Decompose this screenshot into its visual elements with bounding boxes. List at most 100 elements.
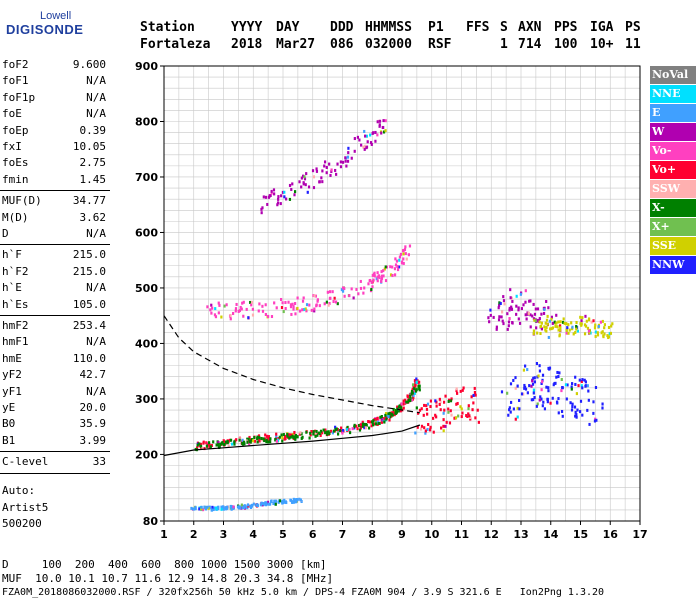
echo-point (401, 408, 404, 412)
echo-point (399, 409, 402, 413)
echo-point (258, 438, 261, 442)
param-name: h`F2 (2, 264, 29, 278)
echo-point (286, 432, 289, 436)
echo-point (318, 431, 322, 435)
echo-point (213, 506, 216, 510)
echo-point (241, 506, 245, 510)
echo-point (296, 498, 299, 502)
echo-point (533, 312, 537, 316)
echo-point (380, 131, 383, 135)
echo-point (532, 398, 535, 402)
echo-point (286, 432, 289, 436)
echo-point (400, 402, 403, 406)
echo-point (318, 180, 321, 184)
echo-point (295, 499, 298, 503)
echo-point (211, 505, 214, 509)
echo-point (530, 384, 533, 388)
echo-point (275, 435, 278, 439)
echo-point (232, 506, 235, 510)
echo-point (229, 317, 232, 321)
echo-point (529, 313, 532, 317)
echo-point (350, 156, 353, 160)
echo-point (369, 141, 373, 145)
echo-point (407, 400, 410, 404)
echo-point (411, 391, 414, 395)
param-value: N/A (86, 90, 106, 104)
echo-point (577, 384, 580, 388)
echo-point (345, 164, 348, 168)
echo-point (557, 328, 560, 332)
echo-point (207, 441, 211, 445)
echo-point (328, 431, 331, 435)
echo-point (275, 306, 278, 310)
echo-point (469, 417, 472, 421)
echo-point (526, 311, 529, 315)
echo-point (528, 299, 531, 303)
echo-point (229, 505, 232, 509)
echo-point (371, 285, 374, 289)
hdr-iga: IGA (590, 20, 614, 35)
echo-point (375, 422, 379, 426)
echo-point (238, 505, 241, 509)
echo-point (199, 506, 202, 510)
echo-point (225, 440, 228, 444)
echo-point (222, 442, 226, 446)
param-name: B1 (2, 433, 16, 447)
echo-point (264, 312, 267, 316)
echo-point (610, 324, 613, 328)
echo-point (408, 397, 412, 401)
echo-point (289, 433, 292, 437)
echo-point (201, 508, 205, 512)
echo-point (331, 290, 334, 294)
echo-point (265, 502, 268, 506)
echo-point (454, 416, 457, 420)
echo-point (286, 435, 290, 439)
echo-point (359, 424, 362, 428)
echo-point (290, 312, 293, 316)
x-tick-label: 2 (190, 528, 198, 541)
echo-point (267, 440, 270, 444)
echo-point (461, 388, 464, 392)
echo-point (524, 289, 527, 293)
val-ps: 11 (625, 37, 641, 52)
echo-point (385, 417, 388, 421)
echo-point (562, 317, 565, 321)
echo-point (293, 498, 296, 502)
echo-point (387, 413, 390, 417)
echo-point (205, 505, 208, 509)
echo-point (371, 423, 375, 427)
echo-point (442, 400, 446, 404)
echo-point (402, 249, 405, 253)
echo-point (402, 399, 405, 403)
echo-point (581, 413, 584, 417)
echo-point (443, 408, 446, 412)
echo-point (396, 408, 399, 412)
echo-point (291, 434, 294, 438)
y-tick-label: 300 (135, 393, 158, 406)
echo-point (364, 423, 367, 427)
logo-digisonde: DIGISONDE (6, 22, 84, 37)
echo-point (593, 326, 597, 330)
echo-point (564, 322, 568, 326)
echo-point (249, 504, 253, 508)
echo-point (222, 505, 225, 509)
echo-point (196, 442, 200, 446)
echo-point (528, 384, 531, 388)
echo-point (383, 267, 386, 271)
param-row: foEp 0.39 (2, 124, 106, 140)
echo-point (410, 397, 413, 401)
echo-point (560, 389, 563, 393)
echo-point (455, 402, 458, 406)
echo-point (507, 320, 511, 324)
echo-point (603, 332, 606, 336)
echo-point (303, 175, 306, 179)
echo-point (209, 445, 212, 449)
echo-point (217, 507, 220, 511)
echo-point (358, 428, 362, 432)
echo-point (317, 431, 321, 435)
echo-point (514, 376, 517, 380)
echo-point (411, 391, 414, 395)
echo-point (495, 327, 498, 331)
echo-point (290, 500, 294, 504)
echo-point (310, 430, 313, 434)
